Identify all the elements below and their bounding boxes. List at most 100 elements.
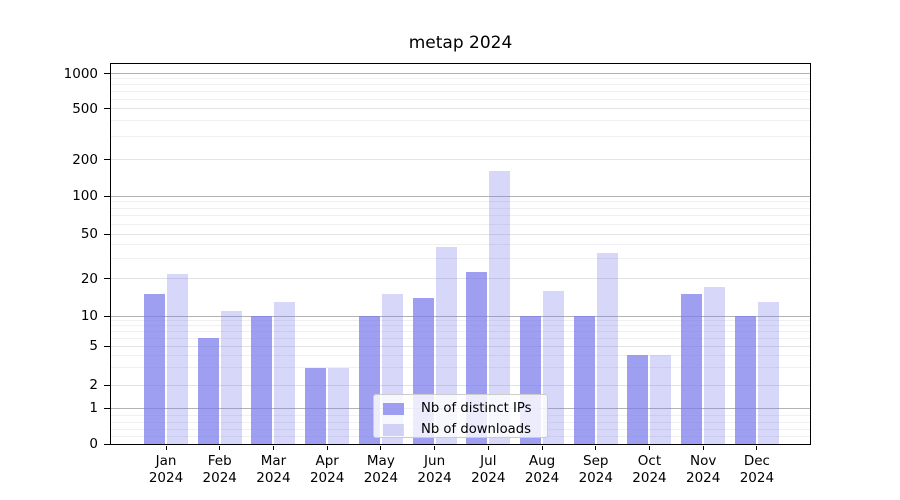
gridline-7	[110, 330, 811, 332]
bar-distinct-ips-jan	[144, 294, 165, 445]
bar-distinct-ips-nov	[681, 294, 703, 445]
y-tick-label-500: 500	[72, 100, 98, 117]
y-tick-label-1: 1	[89, 400, 98, 416]
y-tick-label-1000: 1000	[63, 65, 98, 82]
x-tick-dec	[756, 446, 758, 450]
gridline-8	[110, 325, 811, 327]
gridline-6	[110, 337, 811, 339]
gridline-60	[110, 223, 811, 225]
gridline-800	[110, 84, 811, 86]
bar-downloads-aug	[543, 290, 565, 445]
legend-item-downloads: Nb of downloads	[383, 421, 539, 438]
x-tick-label-feb: Feb 2024	[202, 453, 237, 486]
bar-downloads-mar	[274, 301, 296, 445]
gridline-1000	[110, 73, 811, 74]
y-tick-label-5: 5	[89, 338, 98, 354]
x-tick-label-nov: Nov 2024	[686, 453, 721, 486]
gridline-50	[110, 233, 811, 235]
y-tick-label-0: 0	[89, 436, 98, 452]
y-tick-label-20: 20	[80, 270, 98, 287]
y-tick-20	[104, 278, 110, 279]
gridline-70	[110, 215, 811, 217]
y-tick-label-2: 2	[89, 377, 98, 393]
y-tick-5	[104, 345, 110, 347]
x-tick-sep	[595, 446, 597, 450]
gridline-10	[110, 315, 811, 317]
bar-distinct-ips-feb	[197, 338, 219, 445]
gridline-400	[110, 120, 811, 122]
gridline-500	[110, 108, 811, 109]
x-tick-label-oct: Oct 2024	[632, 453, 667, 486]
gridline-3	[110, 367, 811, 369]
gridline-600	[110, 98, 811, 100]
x-tick-label-dec: Dec 2024	[739, 453, 775, 486]
x-tick-nov	[702, 446, 704, 450]
bar-downloads-sep	[596, 252, 618, 445]
bar-distinct-ips-oct	[627, 355, 649, 445]
gridline-5	[110, 345, 811, 347]
y-tick-1	[104, 407, 110, 409]
x-tick-oct	[648, 446, 650, 450]
gridline-4	[110, 354, 811, 356]
x-tick-label-aug: Aug 2024	[524, 453, 560, 486]
bar-downloads-oct	[650, 355, 672, 445]
x-tick-jun	[434, 446, 436, 450]
x-tick-mar	[272, 446, 274, 450]
gridline-80	[110, 207, 811, 209]
legend-swatch-distinct-ips	[383, 402, 404, 415]
gridline-700	[110, 91, 811, 92]
gridline-30	[110, 258, 811, 260]
x-tick-feb	[219, 446, 221, 450]
y-tick-10	[104, 315, 110, 317]
bar-downloads-jan	[167, 273, 188, 445]
gridline-90	[110, 201, 811, 203]
legend-swatch-downloads	[383, 423, 404, 436]
x-tick-label-may: May 2024	[363, 453, 399, 486]
gridline-200	[110, 159, 811, 160]
gridline-900	[110, 78, 811, 80]
y-tick-0	[104, 443, 110, 445]
y-tick-1000	[104, 73, 110, 74]
gridline-9	[110, 320, 811, 322]
x-tick-aug	[541, 446, 543, 450]
bar-downloads-nov	[704, 287, 726, 445]
legend: Nb of distinct IPs Nb of downloads	[373, 394, 548, 438]
x-tick-label-sep: Sep 2024	[578, 453, 613, 486]
y-tick-500	[104, 108, 110, 109]
x-tick-jul	[487, 446, 489, 450]
bar-distinct-ips-mar	[251, 316, 273, 445]
y-tick-50	[104, 233, 110, 235]
x-tick-label-jun: Jun 2024	[417, 453, 452, 486]
bar-downloads-jul	[489, 171, 511, 445]
gridline-20	[110, 278, 811, 279]
y-tick-2	[104, 384, 110, 386]
bar-downloads-dec	[757, 301, 779, 445]
y-tick-label-100: 100	[72, 188, 98, 204]
x-tick-label-jan: Jan 2024	[148, 453, 184, 486]
y-tick-200	[104, 159, 110, 160]
bar-downloads-apr	[328, 367, 350, 445]
y-tick-label-50: 50	[80, 226, 98, 242]
legend-label-downloads: Nb of downloads	[421, 421, 531, 437]
legend-label-distinct-ips: Nb of distinct IPs	[421, 400, 532, 416]
x-tick-label-apr: Apr 2024	[309, 453, 345, 486]
bar-distinct-ips-dec	[734, 316, 756, 445]
gridline-2	[110, 384, 811, 386]
x-tick-apr	[326, 446, 328, 450]
gridline-100	[110, 195, 811, 197]
y-tick-label-10: 10	[80, 308, 98, 324]
x-tick-jan	[165, 446, 167, 450]
bar-distinct-ips-apr	[305, 367, 327, 445]
chart-title: metap 2024	[408, 33, 513, 53]
x-tick-may	[380, 446, 382, 450]
bar-downloads-feb	[220, 310, 242, 445]
x-tick-label-jul: Jul 2024	[471, 453, 506, 486]
gridline-40	[110, 244, 811, 246]
y-tick-100	[104, 195, 110, 197]
gridline-300	[110, 136, 811, 138]
y-tick-label-200: 200	[72, 151, 98, 168]
legend-item-distinct-ips: Nb of distinct IPs	[383, 400, 539, 417]
x-tick-label-mar: Mar 2024	[256, 453, 291, 486]
bar-distinct-ips-sep	[573, 316, 595, 445]
